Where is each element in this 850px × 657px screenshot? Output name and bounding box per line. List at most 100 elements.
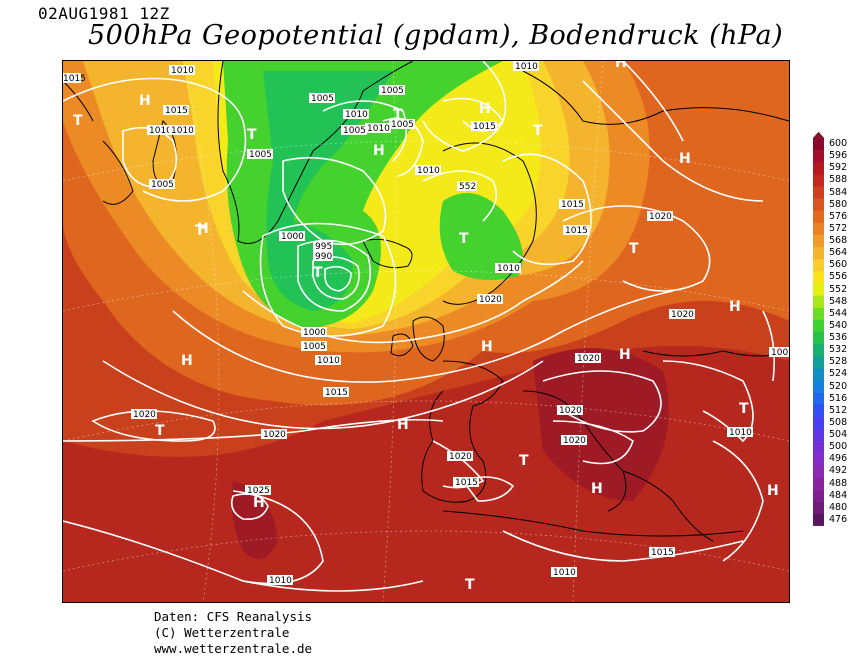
legend-level-label: 596 (829, 150, 848, 162)
legend-swatch (813, 416, 824, 430)
svg-text:1020: 1020 (649, 212, 672, 222)
isobar-labels: 1015 1010 1005 1010 1010 1005 1015 1005 … (63, 61, 789, 586)
svg-text:H: H (729, 299, 741, 315)
svg-text:T: T (155, 423, 165, 439)
legend-level-label: 592 (829, 162, 848, 174)
legend-level-label: 480 (829, 501, 848, 513)
credit-source: Daten: CFS Reanalysis (154, 609, 313, 624)
svg-text:T: T (393, 107, 403, 123)
legend-swatch (813, 259, 824, 272)
svg-text:1010: 1010 (171, 126, 194, 136)
legend-swatches (813, 138, 824, 527)
svg-text:H: H (767, 483, 779, 499)
weather-map: 1015 1010 1005 1010 1010 1005 1015 1005 … (62, 60, 790, 603)
chart-title: 500hPa Geopotential (gpdam), Bodendruck … (88, 20, 784, 51)
svg-text:1015: 1015 (565, 226, 588, 236)
legend-level-label: 560 (829, 259, 848, 271)
svg-text:1010: 1010 (345, 110, 368, 120)
legend-level-label: 504 (829, 429, 848, 440)
legend-level-label: 572 (829, 222, 848, 234)
legend-swatch (813, 465, 824, 478)
legend-swatch (813, 344, 824, 357)
legend-swatch (813, 186, 824, 199)
legend-swatch (813, 150, 824, 163)
legend-level-label: 544 (829, 307, 848, 319)
legend-swatch (813, 441, 824, 454)
svg-text:1005: 1005 (249, 150, 272, 160)
field-green-scandinavia (439, 193, 523, 280)
color-legend (812, 131, 825, 533)
svg-text:H: H (481, 339, 493, 355)
pressure-centers: H H T T H T T H H T H T T T H H H T H T … (73, 61, 779, 593)
legend-level-label: 508 (829, 416, 848, 428)
svg-text:1010: 1010 (269, 576, 292, 586)
svg-text:H: H (181, 353, 193, 369)
svg-text:1000: 1000 (303, 328, 326, 338)
legend-level-label: 524 (829, 368, 848, 380)
svg-text:1005: 1005 (381, 86, 404, 96)
svg-text:H: H (373, 143, 385, 159)
legend-level-label: 476 (829, 513, 848, 525)
legend-level-label: 536 (829, 332, 848, 343)
svg-text:1010: 1010 (417, 166, 440, 176)
legend-level-label: 500 (829, 441, 848, 453)
legend-swatch (813, 368, 824, 381)
legend-swatch (813, 453, 824, 466)
svg-text:H: H (591, 481, 603, 497)
legend-swatch (813, 404, 824, 418)
svg-text:1015: 1015 (63, 74, 86, 84)
svg-text:552: 552 (459, 182, 476, 192)
legend-level-label: 516 (829, 392, 848, 404)
legend-level-label: 568 (829, 235, 848, 246)
legend-level-label: 576 (829, 210, 848, 222)
legend-level-label: 488 (829, 477, 848, 489)
legend-swatch (813, 319, 824, 333)
legend-swatch (813, 295, 824, 309)
legend-swatch (813, 174, 824, 187)
svg-text:H: H (615, 61, 627, 71)
svg-text:H: H (139, 93, 151, 109)
legend-swatch (813, 489, 824, 503)
analysis-datetime: 02AUG1981 12Z (38, 4, 170, 23)
legend-swatch (813, 222, 824, 236)
svg-text:H: H (619, 347, 631, 363)
legend-swatch (813, 283, 824, 296)
svg-text:1005: 1005 (391, 120, 414, 130)
svg-text:T: T (739, 401, 749, 417)
svg-text:100: 100 (771, 348, 788, 358)
svg-text:1020: 1020 (577, 354, 600, 364)
credit-copyright: (C) Wetterzentrale (154, 625, 290, 640)
svg-text:1005: 1005 (311, 94, 334, 104)
svg-text:995: 995 (315, 242, 332, 252)
color-legend-bar (812, 131, 825, 533)
legend-level-label: 588 (829, 174, 848, 186)
svg-text:T: T (533, 123, 543, 139)
svg-text:1000: 1000 (281, 232, 304, 242)
legend-level-label: 528 (829, 356, 848, 368)
legend-level-label: 520 (829, 380, 848, 392)
svg-text:H: H (197, 221, 209, 237)
svg-text:1015: 1015 (325, 388, 348, 398)
legend-level-label: 564 (829, 247, 848, 259)
color-legend-labels: 600 596 592 588 584 580 576 572 568 564 560 556 552 5… (829, 138, 847, 526)
legend-swatch (813, 429, 824, 442)
svg-text:1005: 1005 (151, 180, 174, 190)
legend-swatch (813, 332, 824, 345)
svg-text:1010: 1010 (553, 568, 576, 578)
svg-text:1010: 1010 (515, 62, 538, 72)
svg-text:1015: 1015 (561, 200, 584, 210)
legend-level-label: 552 (829, 283, 848, 295)
svg-text:1005: 1005 (343, 126, 366, 136)
svg-text:1020: 1020 (563, 436, 586, 446)
legend-level-label: 580 (829, 198, 848, 210)
legend-swatch (813, 513, 824, 527)
legend-level-label: 540 (829, 319, 848, 331)
svg-text:T: T (73, 113, 83, 129)
legend-level-label: 548 (829, 295, 848, 307)
svg-text:1010: 1010 (171, 66, 194, 76)
svg-text:T: T (465, 577, 475, 593)
legend-level-label: 496 (829, 453, 848, 465)
graticule (63, 61, 789, 602)
svg-text:H: H (253, 495, 265, 511)
svg-text:1020: 1020 (559, 406, 582, 416)
